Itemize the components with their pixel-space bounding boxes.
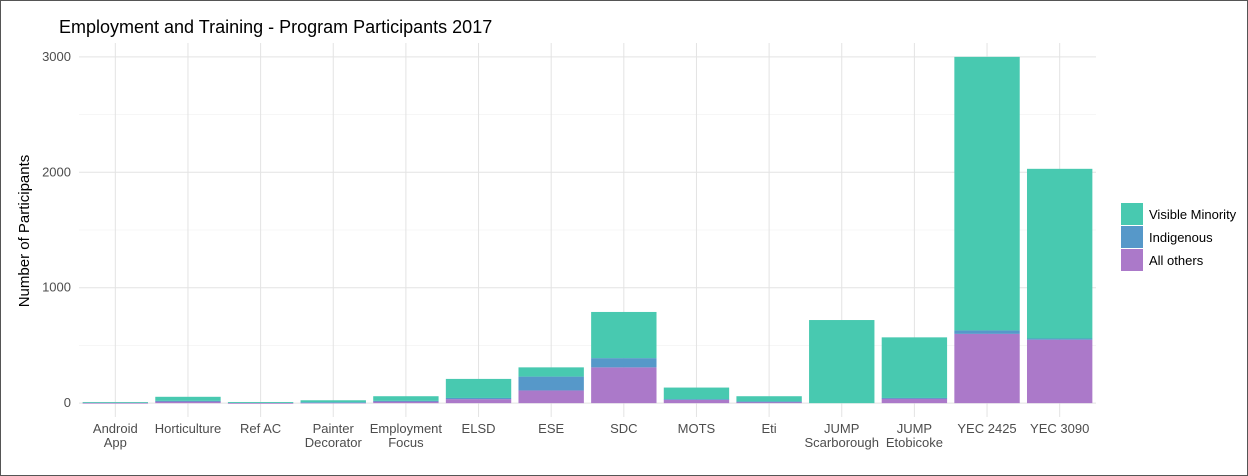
bar-segment [373, 396, 439, 401]
bar-segment [954, 56, 1020, 331]
bar-segment [518, 376, 584, 391]
y-axis-label: Number of Participants [16, 155, 33, 308]
bar-segment [227, 401, 294, 403]
x-tick-label: MOTS [678, 421, 716, 436]
bar-segment [736, 401, 802, 404]
bar-segment [809, 320, 875, 404]
bar-segment [445, 378, 512, 398]
bar-segment [1026, 168, 1093, 339]
legend-label: Indigenous [1149, 230, 1213, 245]
bar-segment [82, 402, 149, 404]
bar-segment [300, 400, 366, 403]
y-axis-ticks: 0 1000 2000 3000 [42, 49, 71, 410]
bar-segment [227, 402, 294, 404]
x-tick-label: YEC 3090 [1030, 421, 1089, 436]
chart-title: Employment and Training - Program Partic… [59, 17, 492, 37]
bar-segment [736, 396, 802, 402]
grid [79, 43, 1096, 417]
bar-segment [954, 330, 1020, 334]
bar-segment [663, 387, 730, 400]
bar-segment [881, 397, 948, 399]
bar-segment [663, 399, 730, 404]
x-tick-label: ELSD [462, 421, 496, 436]
bar-segment [155, 396, 221, 401]
bar-segment [591, 311, 657, 359]
legend: Visible Minority Indigenous All others [1121, 203, 1237, 271]
x-tick-label: SDC [610, 421, 637, 436]
legend-swatch [1121, 226, 1143, 248]
legend-swatch [1121, 249, 1143, 271]
x-tick-label: Painter Decorator [305, 421, 363, 450]
x-tick-label: JUMP Etobicoke [886, 421, 943, 450]
y-tick-label: 3000 [42, 49, 71, 64]
y-tick-label: 2000 [42, 164, 71, 179]
bar-segment [155, 400, 221, 402]
bar-segment [736, 401, 802, 403]
bar-segment [445, 397, 512, 400]
y-tick-label: 1000 [42, 280, 71, 295]
x-tick-label: Horticulture [155, 421, 221, 436]
legend-swatch [1121, 203, 1143, 225]
bar-segment [373, 401, 439, 404]
bar-segment [518, 367, 584, 377]
x-tick-label: YEC 2425 [957, 421, 1016, 436]
x-tick-label: Eti [762, 421, 777, 436]
bar-segment [591, 367, 657, 404]
bar-segment [155, 401, 221, 404]
bar-segment [1026, 338, 1093, 340]
x-tick-label: JUMP Scarborough [805, 421, 879, 450]
x-tick-label: Android App [93, 421, 138, 450]
x-tick-label: Ref AC [240, 421, 281, 436]
bar-segment [954, 333, 1020, 404]
bar-segment [591, 358, 657, 368]
bar-segment [881, 398, 948, 404]
bar-segment [1026, 339, 1093, 404]
legend-label: Visible Minority [1149, 207, 1237, 222]
y-tick-label: 0 [64, 395, 71, 410]
bar-segment [82, 401, 149, 403]
bar-segment [373, 400, 439, 402]
bar-segment [300, 402, 366, 404]
x-tick-label: Employment Focus [370, 421, 443, 450]
bar-segment [881, 337, 948, 398]
x-axis-ticks: Android App Horticulture Ref AC Painter Decor… [93, 421, 1089, 450]
legend-label: All others [1149, 253, 1204, 268]
bars [82, 56, 1093, 404]
bar-segment [445, 399, 512, 404]
x-tick-label: ESE [538, 421, 564, 436]
bar-segment [518, 390, 584, 404]
bar-segment [663, 399, 730, 400]
